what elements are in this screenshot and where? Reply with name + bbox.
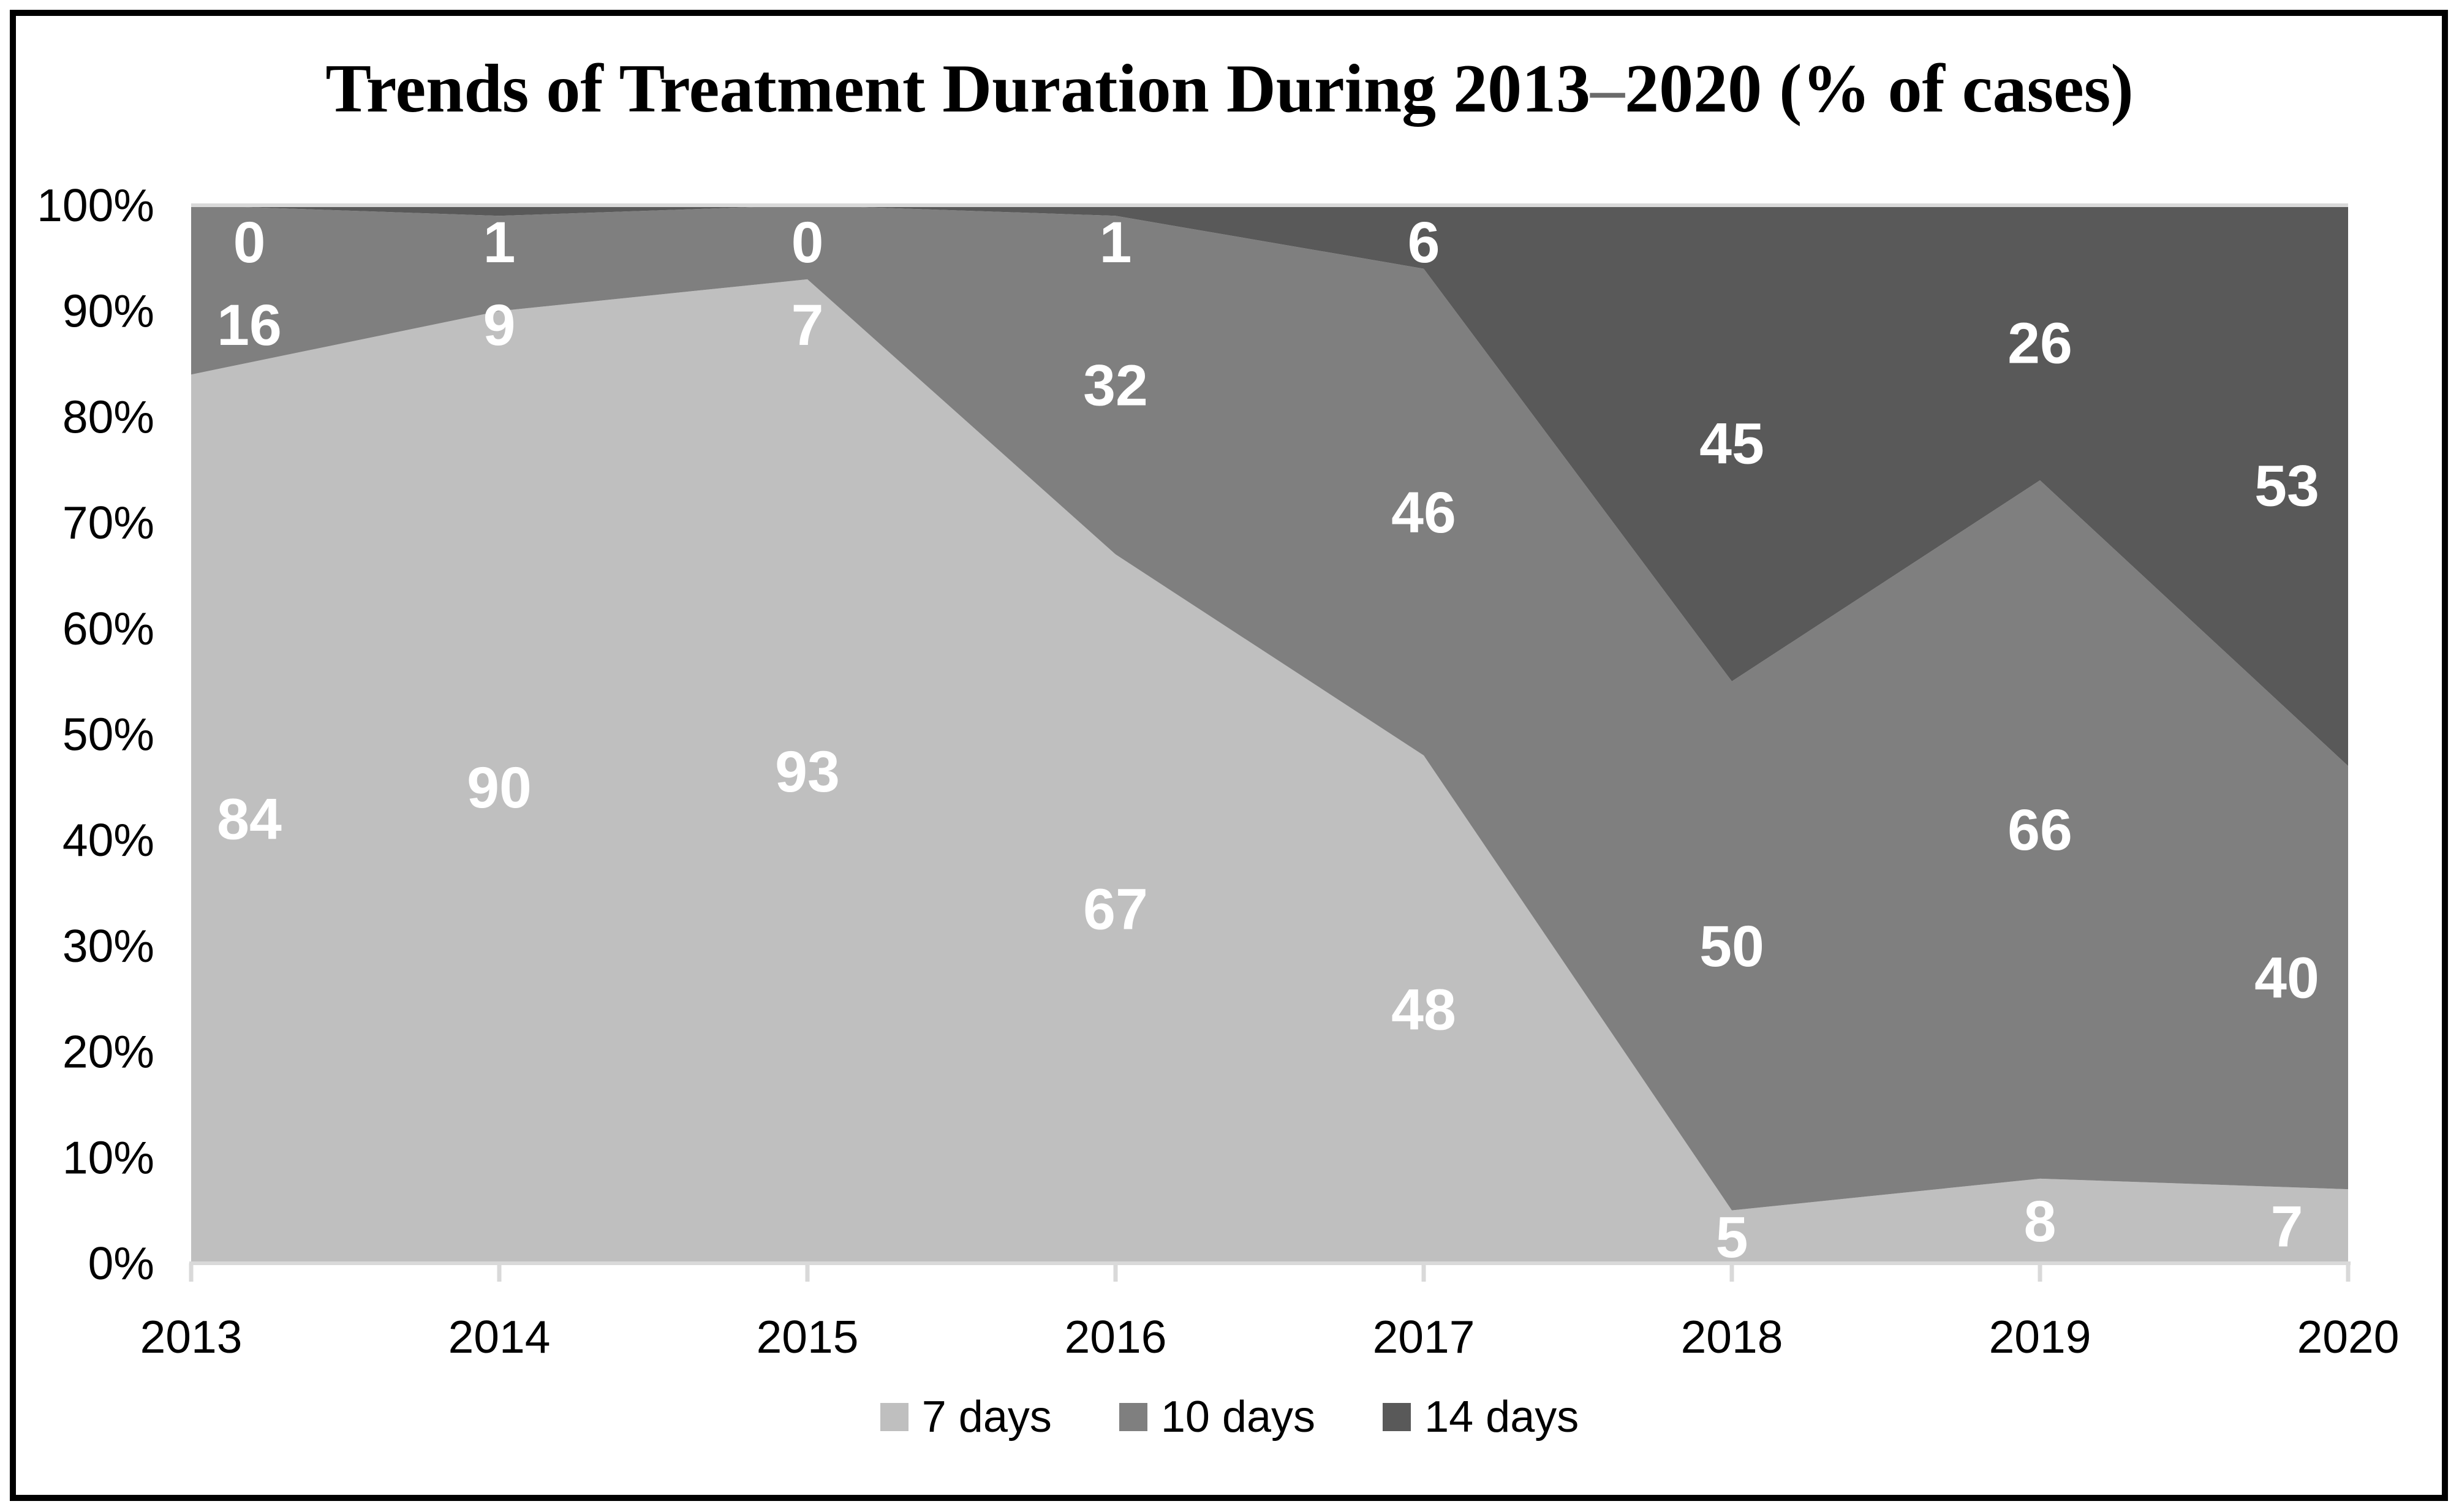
data-label-7-days: 7 <box>2271 1195 2303 1260</box>
legend: 7 days 10 days 14 days <box>0 1392 2459 1442</box>
y-axis-label: 40% <box>62 814 154 866</box>
y-axis-label: 50% <box>62 709 154 760</box>
data-label-10-days: 66 <box>2008 798 2072 863</box>
data-label-10-days: 32 <box>1083 353 1148 418</box>
y-axis-label: 20% <box>62 1026 154 1078</box>
chart-title: Trends of Treatment Duration During 2013… <box>0 51 2459 127</box>
data-label-14-days: 1 <box>483 210 516 275</box>
data-label-10-days: 9 <box>483 293 516 358</box>
legend-item-7-days: 7 days <box>880 1392 1052 1442</box>
y-axis-label: 30% <box>62 920 154 972</box>
data-label-14-days: 0 <box>791 210 824 275</box>
data-label-10-days: 40 <box>2254 946 2319 1011</box>
data-label-14-days: 1 <box>1100 210 1132 275</box>
y-axis-label: 80% <box>62 391 154 442</box>
data-label-10-days: 16 <box>217 293 282 358</box>
x-axis-label: 2014 <box>448 1311 551 1363</box>
y-axis-label: 70% <box>62 497 154 548</box>
legend-label: 10 days <box>1160 1393 1316 1442</box>
legend-swatch-14-days <box>1383 1403 1411 1431</box>
x-axis-label: 2017 <box>1373 1311 1475 1363</box>
data-label-14-days: 26 <box>2008 311 2072 376</box>
data-label-14-days: 53 <box>2254 454 2319 519</box>
x-axis-label: 2015 <box>757 1311 859 1363</box>
data-label-7-days: 5 <box>1716 1205 1748 1270</box>
y-axis-label: 60% <box>62 603 154 654</box>
x-axis-label: 2018 <box>1681 1311 1783 1363</box>
data-label-7-days: 8 <box>2024 1189 2057 1254</box>
area-7-days <box>191 279 2348 1263</box>
legend-label: 7 days <box>921 1393 1052 1442</box>
data-label-7-days: 84 <box>217 787 282 852</box>
chart-title-text-after: 2020 (% of cases) <box>1625 51 2134 127</box>
area-10-days <box>191 205 2348 1211</box>
data-label-14-days: 45 <box>1699 412 1764 477</box>
data-label-10-days: 46 <box>1391 480 1456 545</box>
data-label-10-days: 50 <box>1699 914 1764 979</box>
legend-label: 14 days <box>1424 1393 1579 1442</box>
data-label-7-days: 48 <box>1391 978 1456 1043</box>
data-label-7-days: 67 <box>1083 877 1148 942</box>
x-axis-label: 2020 <box>2297 1311 2400 1363</box>
y-axis-label: 0% <box>88 1238 154 1289</box>
legend-item-14-days: 14 days <box>1383 1392 1579 1442</box>
legend-item-10-days: 10 days <box>1119 1392 1315 1442</box>
data-label-7-days: 93 <box>775 739 840 804</box>
legend-swatch-7-days <box>880 1403 908 1431</box>
y-axis-label: 100% <box>37 180 154 231</box>
area-14-days <box>191 205 2348 766</box>
legend-swatch-10-days <box>1119 1403 1147 1431</box>
x-axis-label: 2013 <box>140 1311 243 1363</box>
chart-title-dash: – <box>1590 51 1625 127</box>
chart-title-text: Trends of Treatment Duration During 2013 <box>325 51 1591 127</box>
data-label-14-days: 6 <box>1408 210 1440 275</box>
y-axis-label: 10% <box>62 1132 154 1183</box>
data-label-7-days: 90 <box>467 755 532 820</box>
data-label-14-days: 0 <box>233 210 266 275</box>
x-axis-label: 2019 <box>1989 1311 2091 1363</box>
x-axis-label: 2016 <box>1065 1311 1167 1363</box>
data-label-10-days: 7 <box>791 293 824 358</box>
y-axis-label: 90% <box>62 285 154 337</box>
